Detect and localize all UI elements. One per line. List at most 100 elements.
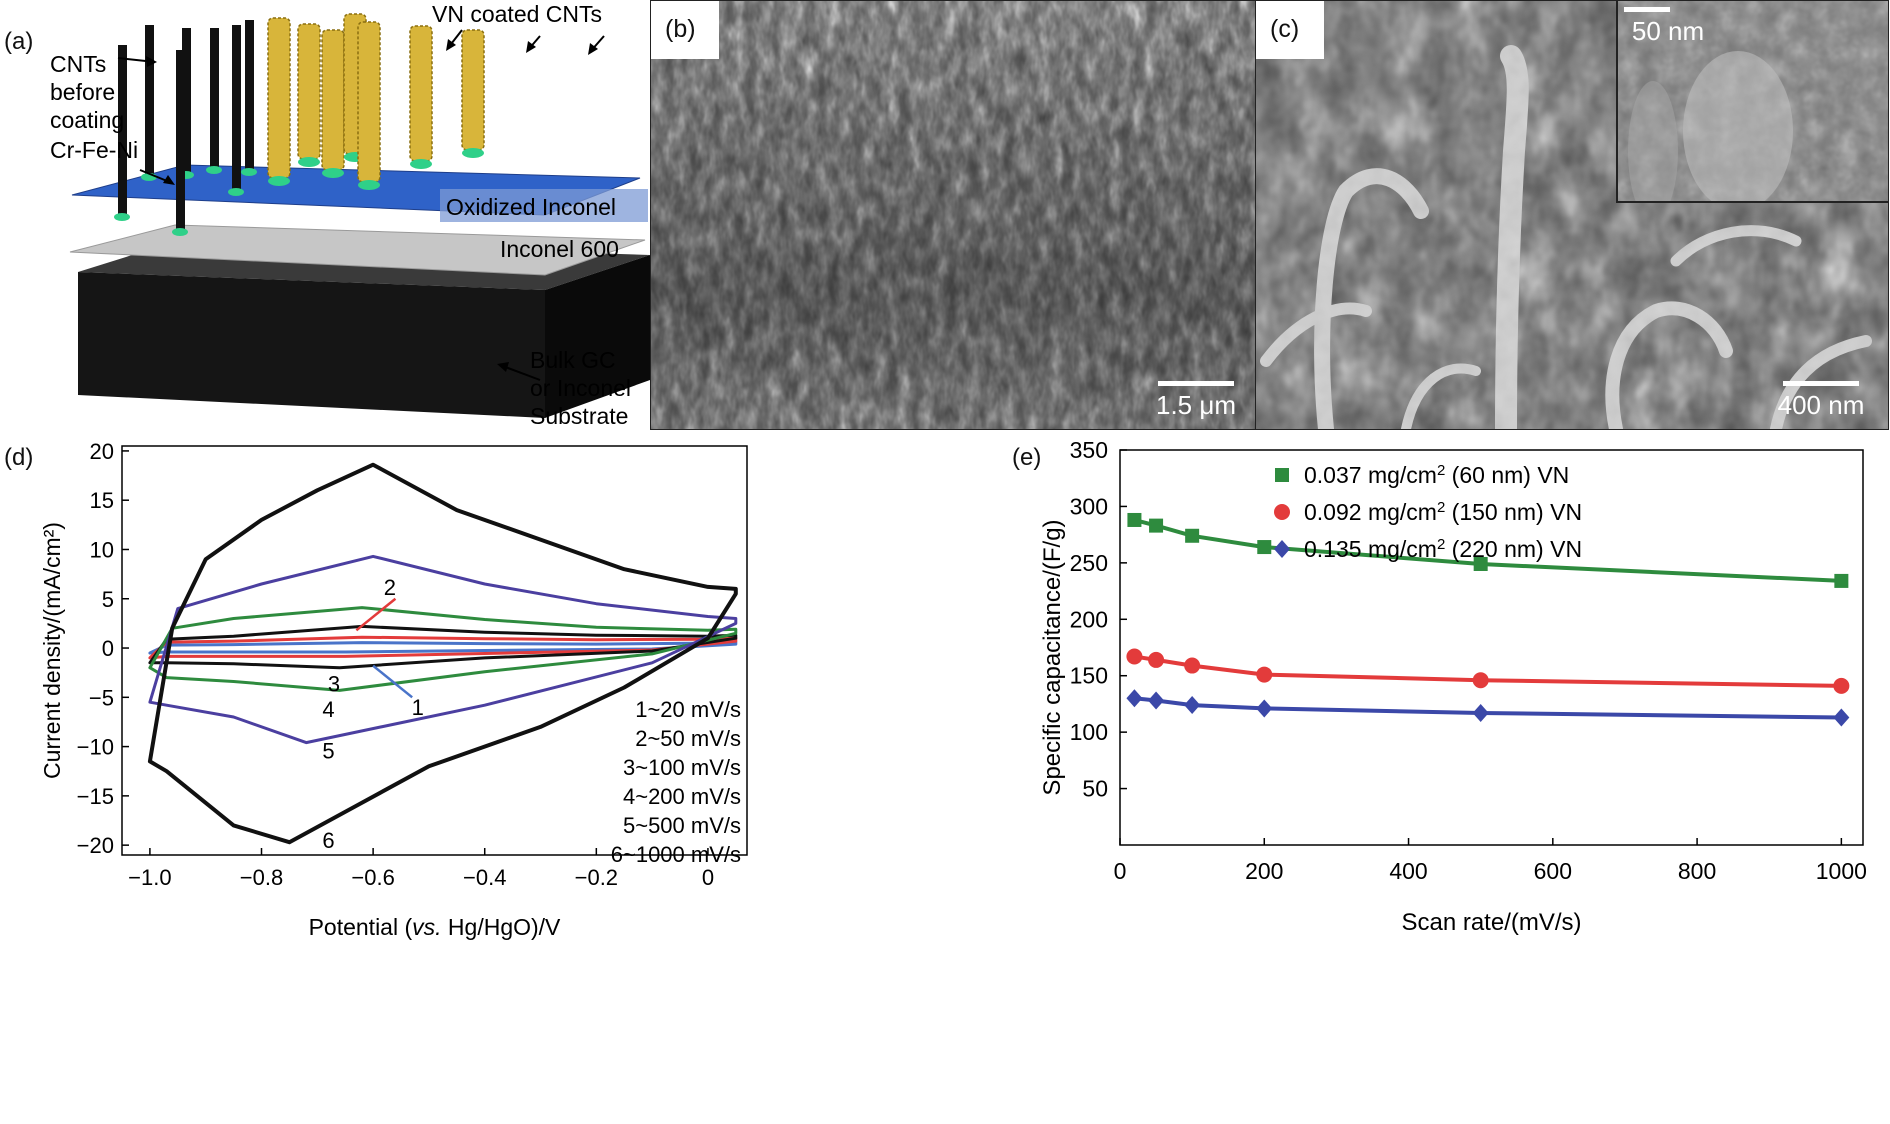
catalyst-particle bbox=[241, 168, 257, 176]
cap-legend-part: (60 nm) VN bbox=[1445, 462, 1569, 488]
cap-marker bbox=[1833, 708, 1850, 727]
cap-ytick-label: 100 bbox=[1070, 719, 1108, 745]
cap-plot-frame bbox=[1119, 449, 1864, 846]
cv-xtick-label: 0 bbox=[702, 865, 714, 890]
cap-ytick-label: 250 bbox=[1070, 550, 1108, 576]
scalebar-b-label: 1.5 μm bbox=[1155, 390, 1236, 420]
scalebar-b: 1.5 μm bbox=[1141, 381, 1251, 421]
panel-c-inset: 50 nm bbox=[1616, 1, 1888, 203]
vn-coated-cnt bbox=[461, 29, 485, 151]
panel-d-label: (d) bbox=[4, 444, 34, 471]
label-inconel: Inconel 600 bbox=[500, 236, 619, 262]
label-cnt-line3: coating bbox=[50, 107, 124, 133]
arrow-cnt-head bbox=[146, 56, 157, 67]
cap-marker bbox=[1472, 703, 1489, 722]
cv-curve-label: 1 bbox=[412, 695, 424, 720]
cap-ylabel: Specific capacitance/(F/g) bbox=[1039, 519, 1066, 795]
cap-legend-entry: 0.092 mg/cm2 (150 nm) VN bbox=[1304, 499, 1582, 526]
cap-ytick-label: 200 bbox=[1070, 606, 1108, 632]
cv-xlabel: Potential (vs. Hg/HgO)/V bbox=[309, 914, 561, 940]
cap-marker bbox=[1257, 540, 1272, 555]
label-substrate-line1: Bulk GC bbox=[530, 347, 616, 373]
cv-chart: −1.0 −0.8 −0.6 −0.4 −0.2 020151050−5−10−15−20… bbox=[39, 440, 748, 940]
cv-legend-entry: 2~50 mV/s bbox=[635, 726, 741, 751]
cv-curve-6 bbox=[147, 462, 738, 845]
cap-ytick-label: 150 bbox=[1070, 663, 1108, 689]
panel-e-label: (e) bbox=[1012, 444, 1042, 471]
cv-xlabel-part: Hg/HgO)/V bbox=[442, 914, 562, 940]
catalyst-particle bbox=[206, 166, 222, 174]
cap-marker bbox=[1473, 556, 1488, 571]
cv-legend-entry: 5~500 mV/s bbox=[623, 813, 741, 838]
cv-curve-3 bbox=[148, 624, 738, 670]
panel-e: (e) 0 200 400 600 800 1000 50 100 150 200 250 300 35… bbox=[990, 440, 1890, 1124]
cv-xtick-label: −0.4 bbox=[463, 865, 506, 890]
cap-marker bbox=[1127, 512, 1142, 527]
catalyst-particle bbox=[114, 213, 130, 221]
cap-xlabel: Scan rate/(mV/s) bbox=[1401, 909, 1581, 936]
label-cnt-line2: before bbox=[50, 79, 115, 105]
cv-xlabel-part: vs. bbox=[412, 914, 441, 940]
cnt-array bbox=[114, 13, 485, 236]
cv-legend-entry: 1~20 mV/s bbox=[635, 697, 741, 722]
panel-d: (d) −1.0 −0.8 −0.6 −0.4 −0.2 0 20 15 10 5 0 −5 −10 −1… bbox=[0, 440, 930, 1124]
cap-ytick-label: 50 bbox=[1082, 776, 1108, 802]
cv-ytick-label: −5 bbox=[89, 685, 114, 710]
panel-a: (a) CNTs before coating Cr-Fe-Ni VN coat… bbox=[0, 0, 650, 430]
arrow-substrate-head bbox=[497, 362, 509, 372]
cap-legend-entry: 0.037 mg/cm2 (60 nm) VN bbox=[1304, 462, 1569, 489]
vn-coated-cnt bbox=[267, 17, 291, 179]
cv-xtick-label: −0.8 bbox=[240, 865, 283, 890]
arrow-vn-1-head bbox=[446, 39, 456, 51]
cv-legend-entry: 3~100 mV/s bbox=[623, 755, 741, 780]
cap-legend-marker bbox=[1275, 468, 1289, 482]
label-crfeni: Cr-Fe-Ni bbox=[50, 137, 138, 163]
cap-legend-part: 0.037 mg/cm bbox=[1304, 462, 1437, 488]
cap-legend-marker bbox=[1274, 540, 1290, 558]
capacitance-chart: 0 200 400 600 800 1000 50 100 150 200 250 300 350 Sca… bbox=[1039, 440, 1867, 936]
cap-marker bbox=[1256, 666, 1273, 683]
cv-ytick-label: 5 bbox=[102, 587, 114, 612]
cap-marker bbox=[1834, 573, 1849, 588]
arrow-vn-2-head bbox=[526, 41, 536, 53]
cv-ytick-label: 0 bbox=[102, 636, 114, 661]
cap-ytick-label: 350 bbox=[1070, 440, 1108, 463]
cap-legend-part: (220 nm) VN bbox=[1445, 536, 1582, 562]
cv-ytick-label: −20 bbox=[77, 833, 114, 858]
substrate-front bbox=[78, 272, 545, 418]
cap-legend-entry: 0.135 mg/cm2 (220 nm) VN bbox=[1304, 536, 1582, 563]
cap-legend-marker bbox=[1274, 504, 1290, 520]
label-oxidized-bg bbox=[440, 189, 648, 222]
cap-marker bbox=[1472, 672, 1489, 689]
cap-xtick-label: 0 bbox=[1114, 858, 1127, 884]
catalyst-particle bbox=[228, 188, 244, 196]
sem-c-texture bbox=[1256, 1, 1888, 429]
arrow-vn-3-head bbox=[588, 43, 598, 55]
scalebar-c-inset: 50 nm bbox=[1624, 7, 1712, 47]
cnt-black-tube bbox=[210, 28, 219, 168]
label-oxidized: Oxidized Inconel bbox=[446, 194, 616, 220]
arrow-crfeni-head bbox=[163, 175, 175, 185]
cnt-black-tube bbox=[245, 20, 254, 170]
cap-legend-part: (150 nm) VN bbox=[1445, 499, 1582, 525]
cap-marker bbox=[1126, 648, 1143, 665]
cap-marker bbox=[1148, 651, 1165, 668]
cv-curve-label: 3 bbox=[328, 672, 340, 697]
panel-b-tag: (b) bbox=[651, 1, 719, 59]
catalyst-particle bbox=[322, 168, 344, 178]
cnt-black-tube bbox=[118, 45, 127, 215]
cv-ytick-label: 10 bbox=[90, 537, 114, 562]
panel-c-label: (c) bbox=[1270, 15, 1300, 43]
cv-curve-label: 2 bbox=[384, 575, 396, 600]
cv-legend-entry: 4~200 mV/s bbox=[623, 784, 741, 809]
cap-marker bbox=[1148, 691, 1165, 710]
label-vn: VN coated CNTs bbox=[432, 1, 602, 27]
catalyst-particle bbox=[462, 148, 484, 158]
cv-xtick-label: −1.0 bbox=[128, 865, 171, 890]
cv-legend-entry: 6~1000 mV/s bbox=[611, 842, 741, 867]
cv-curve-label: 4 bbox=[322, 697, 334, 722]
substrate-side bbox=[545, 255, 650, 418]
cap-ytick-label: 300 bbox=[1070, 493, 1108, 519]
vn-coated-cnt bbox=[297, 23, 321, 160]
cv-ytick-label: −15 bbox=[77, 784, 114, 809]
